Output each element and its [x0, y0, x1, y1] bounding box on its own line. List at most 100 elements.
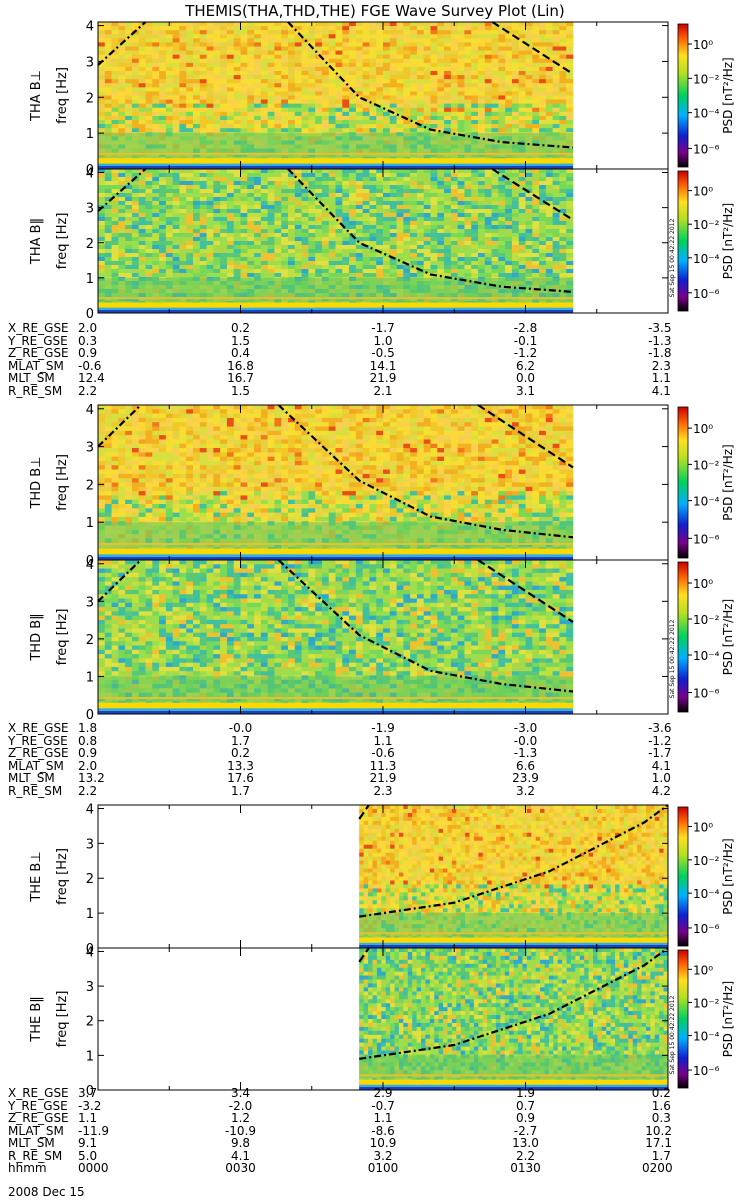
- timestamp-label: Sat Sep 15 00:42:22 2012: [669, 996, 676, 1075]
- heatmap-the-bpar: [359, 948, 668, 1090]
- colorbar-tick-label: 10⁻⁴: [693, 649, 720, 663]
- panel-label: THE B⊥: [29, 851, 44, 902]
- ytick-label: 0: [86, 307, 94, 322]
- ytick-label: 2: [86, 633, 94, 648]
- colorbar-tick-label: 10⁻⁶: [693, 532, 720, 546]
- ephemeris-row-label: Z_RE_GSE: [8, 747, 69, 760]
- colorbar-label: PSD [nT²/Hz]: [721, 599, 735, 675]
- colorbar-tick-label: 10⁰: [693, 963, 713, 977]
- ytick-label: 1: [86, 516, 94, 531]
- date-label: 2008 Dec 15: [8, 1186, 85, 1198]
- ytick-label: 2: [86, 1015, 94, 1030]
- heatmap-tha-bpar: [98, 169, 573, 313]
- ephemeris-value: 0.9: [78, 347, 97, 360]
- colorbar-tick-label: 10⁻²: [693, 996, 720, 1010]
- ytick-label: 4: [86, 403, 94, 418]
- colorbar-tick-label: 10⁻⁶: [693, 142, 720, 156]
- ephemeris-value: 1.5: [231, 385, 250, 398]
- ephemeris-value: 2.2: [78, 385, 97, 398]
- ephemeris-row-label: MLT_SM: [8, 1137, 55, 1150]
- colorbar-tick-label: 10⁰: [693, 38, 713, 52]
- ephemeris-value: 1.8: [78, 722, 97, 735]
- colorbar-tick-label: 10⁰: [693, 422, 713, 436]
- ytick-label: 2: [86, 478, 94, 493]
- colorbar-tick-label: 10⁻²: [693, 854, 720, 868]
- heatmap-thd-bperp: [98, 405, 573, 560]
- colorbar-tick-label: 10⁻⁴: [693, 252, 720, 266]
- y-axis-label: freq [Hz]: [55, 213, 70, 270]
- colorbar-label: PSD [nT²/Hz]: [721, 444, 735, 520]
- ephemeris-value: 2.1: [373, 385, 392, 398]
- panel-label: THA B‖: [29, 218, 44, 265]
- ytick-label: 3: [86, 595, 94, 610]
- ytick-label: 1: [86, 272, 94, 287]
- ephemeris-value: 4.2: [652, 785, 671, 798]
- ephemeris-row-label: MLT_SM: [8, 772, 55, 785]
- colorbar-tick-label: 10⁻⁴: [693, 107, 720, 121]
- ephemeris-value: 9.1: [78, 1137, 97, 1150]
- ephemeris-block-tha: X_RE_GSE 2.0 0.2 -1.7 -2.8 -3.5 Y_RE_GSE 0.3 1.5…: [0, 322, 750, 402]
- ephemeris-value: 0.9: [78, 747, 97, 760]
- colorbar-tick-label: 10⁻⁶: [693, 922, 720, 936]
- ytick-label: 2: [86, 91, 94, 106]
- ephemeris-block-thd: X_RE_GSE 1.8 -0.0 -1.9 -3.0 -3.6 Y_RE_GSE 0.8 1.…: [0, 722, 750, 802]
- ytick-label: 3: [86, 980, 94, 995]
- time-tick-label: 0100: [368, 1162, 399, 1175]
- timestamp-label: Sat Sep 15 00:42:22 2012: [669, 620, 676, 699]
- y-axis-label: freq [Hz]: [55, 991, 70, 1048]
- ephemeris-value: 13.2: [78, 772, 105, 785]
- colorbar-label: PSD [nT²/Hz]: [721, 203, 735, 279]
- panel-label: THA B⊥: [29, 70, 44, 122]
- ephemeris-value: 2.2: [78, 785, 97, 798]
- ytick-label: 4: [86, 167, 94, 182]
- colorbar-tick-label: 10⁰: [693, 820, 713, 834]
- colorbar-tick-label: 10⁰: [693, 185, 713, 199]
- y-axis-label: freq [Hz]: [55, 609, 70, 666]
- ytick-label: 2: [86, 872, 94, 887]
- ephemeris-value: 2.0: [78, 322, 97, 335]
- colorbar-label: PSD [nT²/Hz]: [721, 57, 735, 133]
- ytick-label: 3: [86, 441, 94, 456]
- time-tick-label: 0130: [510, 1162, 541, 1175]
- ytick-label: 2: [86, 237, 94, 252]
- ephemeris-value: 1.7: [231, 785, 250, 798]
- heatmap-the-bperp: [359, 805, 668, 948]
- colorbar-tick-label: 10⁻⁶: [693, 687, 720, 701]
- time-tick-label: 0000: [78, 1162, 109, 1175]
- time-tick-label: 0030: [225, 1162, 256, 1175]
- ephemeris-row-label: MLT_SM: [8, 372, 55, 385]
- ephemeris-row-label: X_RE_GSE: [8, 1087, 69, 1100]
- ephemeris-block-the: X_RE_GSE 3.7 3.4 2.9 1.9 0.2 Y_RE_GSE -3.2 -2.0-…: [0, 1087, 750, 1187]
- colorbar-tick-label: 10⁻⁶: [693, 287, 720, 301]
- ephemeris-row-label: Z_RE_GSE: [8, 347, 69, 360]
- ephemeris-row-label: R_RE_SM: [8, 785, 62, 798]
- ytick-label: 3: [86, 55, 94, 70]
- ephemeris-value: 3.1: [516, 385, 535, 398]
- ytick-label: 3: [86, 837, 94, 852]
- panel-label: THE B‖: [29, 996, 44, 1042]
- ephemeris-row-label: R_RE_SM: [8, 385, 62, 398]
- panel-label: THD B‖: [29, 613, 44, 661]
- ephemeris-value: 12.4: [78, 372, 105, 385]
- colorbar-label: PSD [nT²/Hz]: [721, 981, 735, 1057]
- ephemeris-row-label: Z_RE_GSE: [8, 1112, 69, 1125]
- ephemeris-row-label: X_RE_GSE: [8, 722, 69, 735]
- colorbar-tick-label: 10⁻⁴: [693, 495, 720, 509]
- colorbar-tick-label: 10⁻²: [693, 613, 720, 627]
- ephemeris-value: 2.3: [373, 785, 392, 798]
- ytick-label: 3: [86, 202, 94, 217]
- y-axis-label: freq [Hz]: [55, 67, 70, 124]
- ytick-label: 1: [86, 127, 94, 142]
- timestamp-label: Sat Sep 15 00:42:22 2012: [669, 219, 676, 298]
- colorbar-tick-label: 10⁻⁶: [693, 1064, 720, 1078]
- panel-label: THD B⊥: [29, 456, 44, 509]
